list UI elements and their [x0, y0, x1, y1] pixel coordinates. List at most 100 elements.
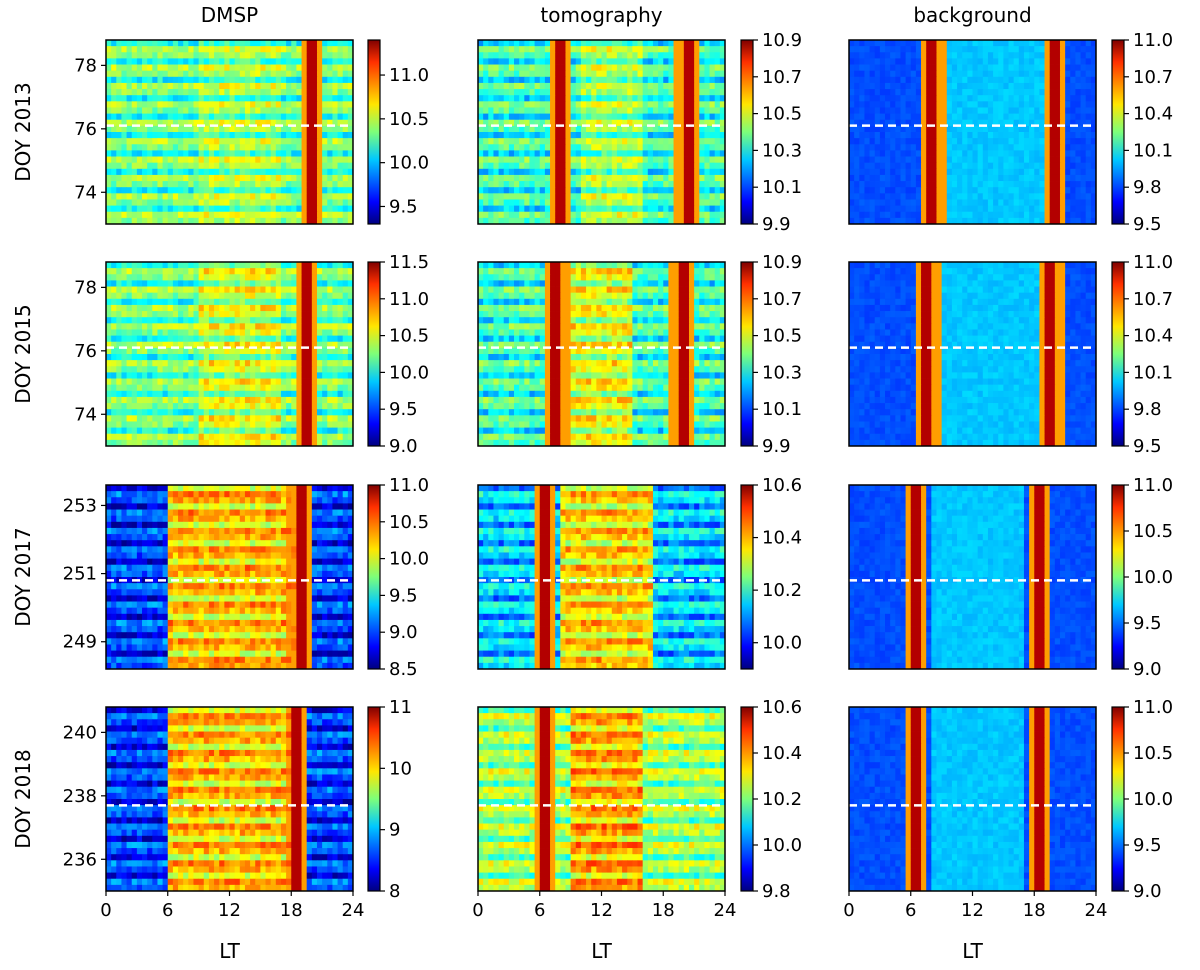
heatmap-cell — [704, 58, 710, 65]
heatmap-cell — [854, 144, 860, 151]
heatmap-cell — [116, 77, 122, 84]
heatmap-cell — [1086, 132, 1092, 139]
heatmap-cell — [596, 101, 602, 108]
heatmap-cell — [173, 305, 179, 312]
heatmap-cell — [1065, 126, 1071, 133]
heatmap-cell — [327, 299, 333, 306]
heatmap-cell — [973, 169, 979, 176]
heatmap-cell — [1060, 206, 1066, 213]
heatmap-cell — [240, 268, 246, 275]
heatmap-cell — [658, 114, 664, 121]
heatmap-cell — [576, 65, 582, 72]
heatmap-cell — [638, 181, 644, 188]
heatmap-cell — [900, 83, 906, 90]
heatmap-cell — [1065, 101, 1071, 108]
heatmap-cell — [957, 138, 963, 145]
heatmap-cell — [684, 212, 690, 219]
heatmap-cell — [555, 83, 561, 90]
heatmap-cell — [224, 293, 230, 300]
heatmap-cell — [127, 65, 133, 72]
heatmap-cell — [663, 144, 669, 151]
heatmap-cell — [116, 89, 122, 96]
heatmap-cell — [137, 299, 143, 306]
heatmap-cell — [260, 193, 266, 200]
heatmap-cell — [224, 317, 230, 324]
heatmap-cell — [147, 144, 153, 151]
heatmap-cell — [864, 95, 870, 102]
heatmap-cell — [230, 317, 236, 324]
heatmap-cell — [250, 199, 256, 206]
heatmap-cell — [106, 311, 112, 318]
heatmap-cell — [286, 40, 292, 47]
heatmap-cell — [545, 40, 551, 47]
heatmap-cell — [332, 132, 338, 139]
heatmap-cell — [895, 120, 901, 127]
heatmap-cell — [699, 187, 705, 194]
heatmap-cell — [214, 287, 220, 294]
heatmap-cell — [132, 71, 138, 78]
heatmap-cell — [1009, 107, 1015, 114]
heatmap-cell — [638, 114, 644, 121]
heatmap-cell — [560, 181, 566, 188]
heatmap-cell — [1003, 89, 1009, 96]
heatmap-cell — [916, 52, 922, 59]
heatmap-cell — [524, 199, 530, 206]
heatmap-cell — [338, 71, 344, 78]
heatmap-cell — [245, 199, 251, 206]
heatmap-cell — [632, 157, 638, 164]
heatmap-cell — [214, 52, 220, 59]
heatmap-cell — [224, 107, 230, 114]
heatmap-cell — [193, 274, 199, 281]
heatmap-cell — [586, 52, 592, 59]
heatmap-cell — [684, 107, 690, 114]
heatmap-cell — [255, 89, 261, 96]
heatmap-cell — [560, 89, 566, 96]
heatmap-cell — [132, 199, 138, 206]
heatmap-cell — [1050, 212, 1056, 219]
heatmap-cell — [973, 46, 979, 53]
heatmap-cell — [209, 65, 215, 72]
heatmap-cell — [142, 311, 148, 318]
heatmap-cell — [545, 138, 551, 145]
heatmap-cell — [266, 181, 272, 188]
heatmap-cell — [612, 101, 618, 108]
heatmap-cell — [163, 329, 169, 336]
heatmap-cell — [271, 274, 277, 281]
heatmap-cell — [147, 287, 153, 294]
heatmap-cell — [560, 150, 566, 157]
heatmap-cell — [168, 323, 174, 330]
heatmap-cell — [1060, 212, 1066, 219]
heatmap-cell — [204, 268, 210, 275]
heatmap-cell — [704, 150, 710, 157]
heatmap-cell — [276, 305, 282, 312]
heatmap-cell — [183, 58, 189, 65]
heatmap-cell — [555, 132, 561, 139]
heatmap-cell — [302, 169, 308, 176]
heatmap-cell — [859, 138, 865, 145]
heatmap-cell — [957, 206, 963, 213]
heatmap-cell — [255, 157, 261, 164]
heatmap-cell — [679, 169, 685, 176]
heatmap-cell — [931, 89, 937, 96]
heatmap-cell — [307, 181, 313, 188]
heatmap-cell — [343, 287, 349, 294]
heatmap-cell — [271, 329, 277, 336]
heatmap-cell — [317, 287, 323, 294]
heatmap-cell — [983, 163, 989, 170]
heatmap-cell — [694, 107, 700, 114]
heatmap-cell — [312, 144, 318, 151]
heatmap-cell — [296, 132, 302, 139]
heatmap-cell — [715, 71, 721, 78]
heatmap-cell — [983, 169, 989, 176]
heatmap-cell — [993, 138, 999, 145]
heatmap-cell — [245, 65, 251, 72]
heatmap-cell — [524, 187, 530, 194]
heatmap-cell — [524, 126, 530, 133]
heatmap-cell — [632, 181, 638, 188]
heatmap-cell — [926, 157, 932, 164]
heatmap-cell — [504, 157, 510, 164]
heatmap-cell — [173, 181, 179, 188]
heatmap-cell — [488, 52, 494, 59]
heatmap-cell — [638, 95, 644, 102]
heatmap-cell — [962, 40, 968, 47]
